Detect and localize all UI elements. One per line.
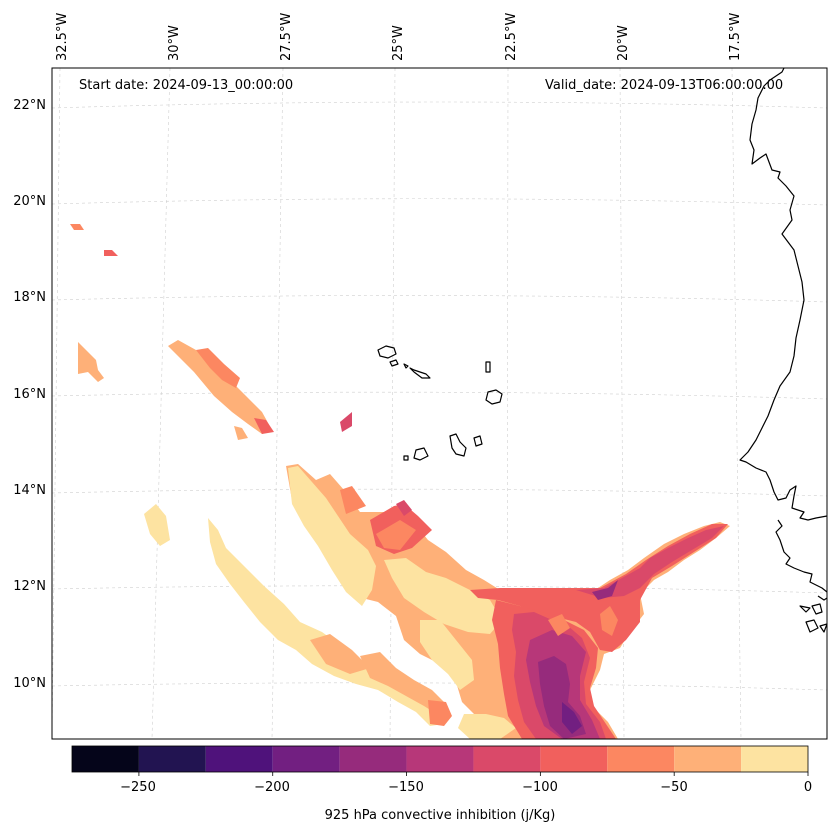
colorbar-tick-label: 0 — [803, 780, 813, 795]
cin-patch — [168, 340, 272, 434]
island-santa-luzia — [403, 363, 409, 369]
coastlines — [377, 67, 828, 633]
cin-patch — [376, 520, 416, 550]
cin-patch — [104, 250, 118, 256]
cin-patch — [576, 526, 724, 598]
cin-patch — [384, 558, 502, 634]
africa-coast — [739, 67, 828, 521]
island-sao-nicolau — [409, 367, 431, 379]
cin-patch — [428, 700, 452, 726]
start-date-label: Start date: 2024-09-13_00:00:00 — [79, 78, 294, 93]
island-fogo — [413, 447, 429, 461]
lon-label: 27.5°W — [279, 12, 294, 61]
cin-patch — [396, 500, 412, 516]
island-boa-vista — [485, 389, 503, 405]
lon-label: 30°W — [167, 25, 182, 61]
island-brava — [403, 455, 409, 461]
colorbar-segment — [607, 746, 675, 772]
lat-label: 10°N — [13, 676, 46, 691]
lat-label: 16°N — [13, 387, 46, 402]
cin-patch — [458, 714, 516, 739]
colorbar-segment — [406, 746, 474, 772]
island-maio — [473, 435, 483, 447]
cin-patch — [592, 580, 618, 600]
cin-patch — [340, 412, 352, 432]
africa-coast-guinea — [817, 595, 828, 601]
cin-patch — [234, 426, 248, 440]
colorbar-tick-label: −200 — [254, 780, 290, 795]
cin-patch — [70, 224, 84, 230]
valid-date-label: Valid_date: 2024-09-13T06:00:00.00 — [545, 78, 784, 93]
lon-label: 32.5°W — [55, 12, 70, 61]
cin-patch — [288, 466, 376, 606]
colorbar — [71, 745, 809, 776]
cin-patch — [360, 652, 446, 716]
cin-patch — [144, 504, 170, 546]
colorbar-segment — [473, 746, 541, 772]
lon-label: 22.5°W — [504, 12, 519, 61]
lat-label: 20°N — [13, 194, 46, 209]
colorbar-segment — [674, 746, 742, 772]
island-sal — [485, 361, 491, 373]
colorbar-title: 925 hPa convective inhibition (j/Kg) — [324, 808, 556, 823]
lat-label: 22°N — [13, 98, 46, 113]
colorbar-segment — [272, 746, 340, 772]
lon-label: 17.5°W — [728, 12, 743, 61]
island-sao-vicente — [389, 359, 399, 367]
cin-patch — [548, 614, 570, 636]
colorbar-segment — [205, 746, 273, 772]
lat-label: 18°N — [13, 290, 46, 305]
island-santo-antao — [377, 345, 397, 359]
colorbar-segment — [138, 746, 206, 772]
cin-patch — [78, 342, 104, 382]
lat-label: 14°N — [13, 483, 46, 498]
cin-patch — [600, 606, 618, 636]
africa-coast-south — [775, 519, 828, 593]
lon-label: 25°W — [391, 25, 406, 61]
cin-patch — [340, 486, 366, 514]
map-border — [51, 67, 828, 740]
colorbar-tick-label: −150 — [388, 780, 424, 795]
colorbar-border — [71, 745, 809, 773]
colorbar-segment — [72, 746, 139, 772]
cin-contours — [70, 224, 730, 739]
cin-patch — [310, 634, 370, 674]
colorbar-segment — [741, 746, 808, 772]
cin-patch — [254, 418, 274, 434]
cin-patch — [196, 348, 240, 388]
colorbar-tick-label: −100 — [522, 780, 558, 795]
colorbar-tick-label: −50 — [660, 780, 688, 795]
colorbar-segment — [339, 746, 407, 772]
island-santiago — [449, 433, 467, 457]
colorbar-segment — [540, 746, 608, 772]
colorbar-tick-label: −250 — [120, 780, 156, 795]
cin-patch — [562, 702, 582, 734]
bijagos-islands — [799, 603, 828, 633]
cin-patch — [420, 620, 474, 690]
lat-label: 12°N — [13, 579, 46, 594]
lon-label: 20°W — [616, 25, 631, 61]
